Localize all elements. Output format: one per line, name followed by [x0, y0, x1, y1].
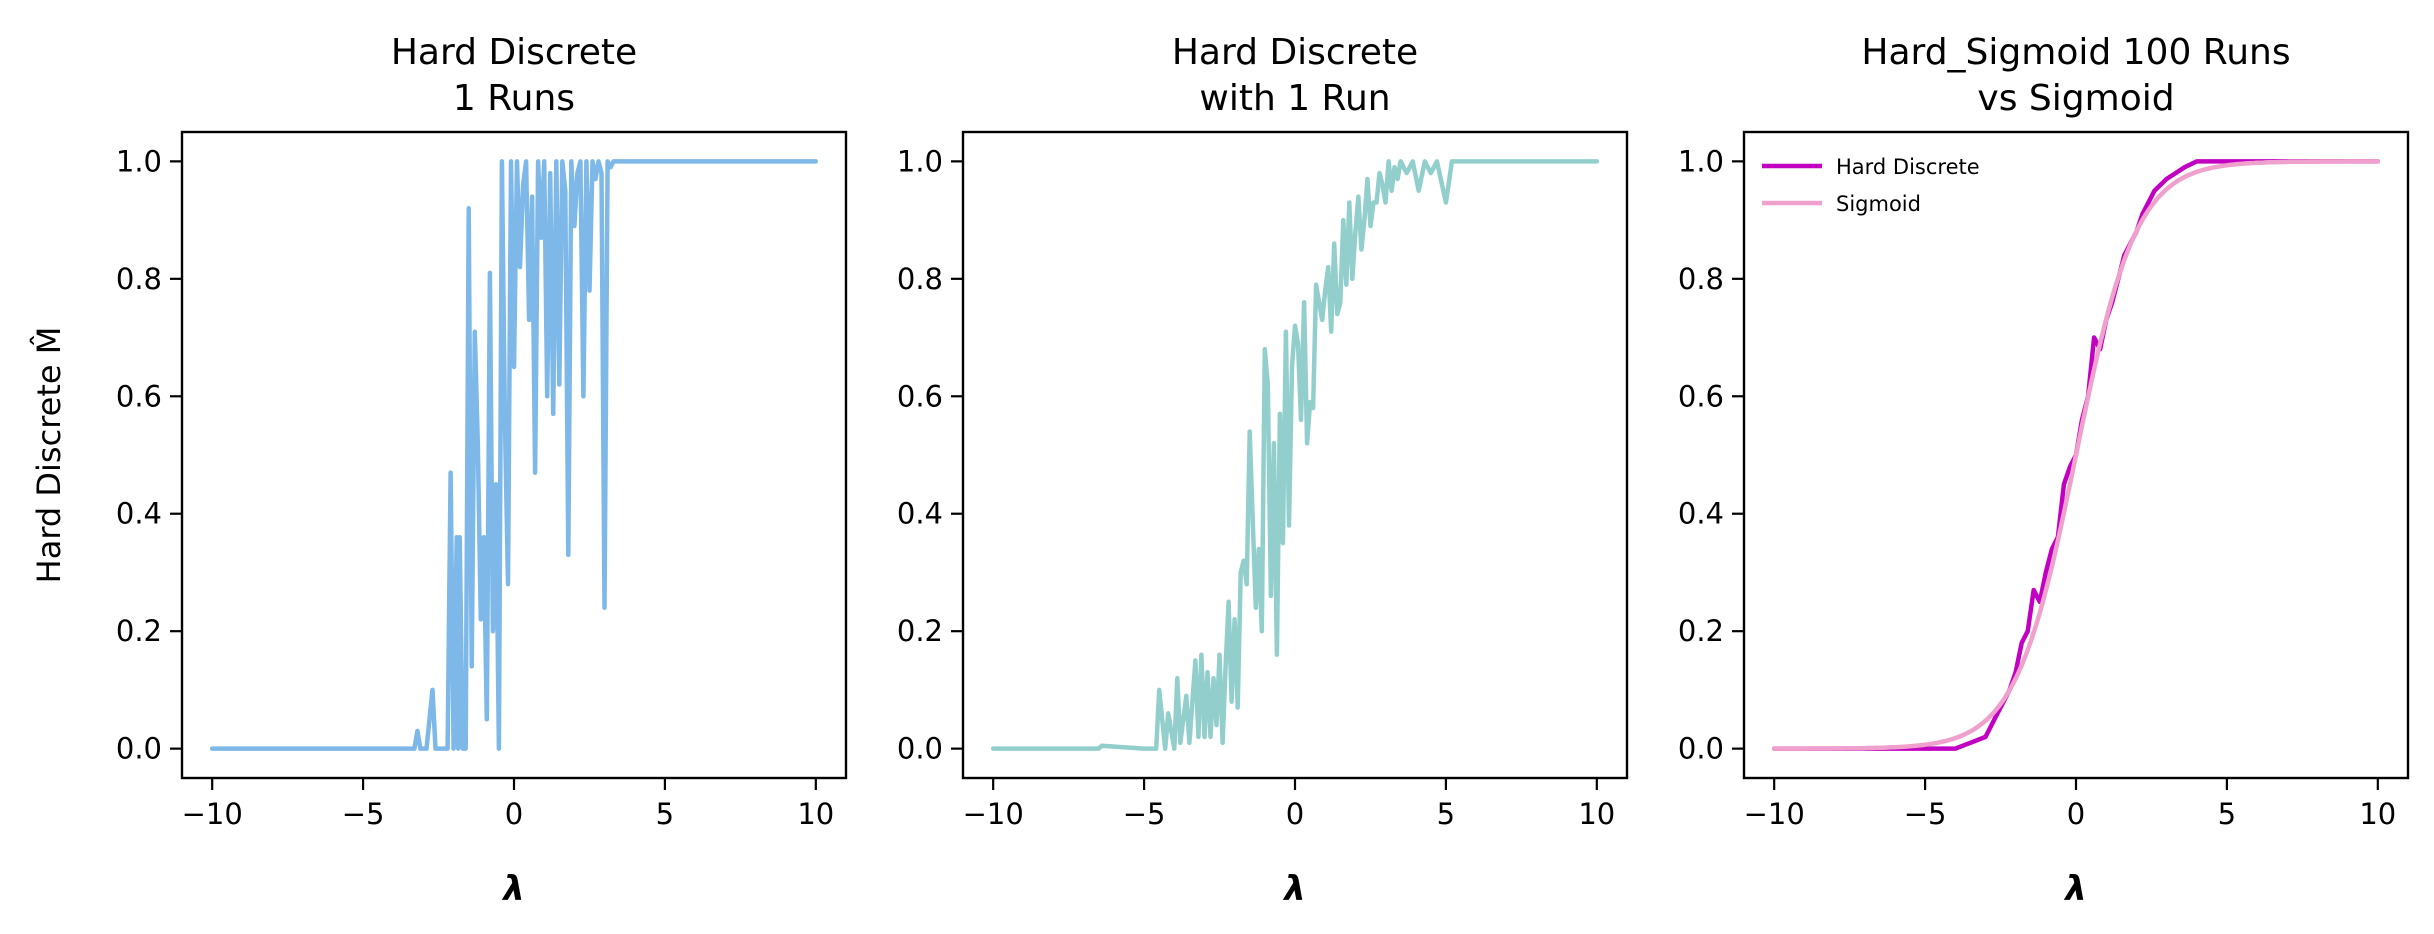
x-tick-label: 10	[797, 797, 834, 831]
y-tick-label: 0.8	[116, 262, 162, 296]
y-tick-label: 1.0	[1678, 144, 1724, 178]
y-tick-label: 0.4	[1678, 497, 1724, 531]
x-tick-label: 5	[2218, 797, 2236, 831]
y-tick-label: 0.8	[897, 262, 943, 296]
legend: Hard Discrete Sigmoid	[1762, 155, 1980, 216]
x-axis-label: λ	[2063, 869, 2087, 909]
x-tick-label: −10	[1744, 797, 1805, 831]
y-tick-label: 0.2	[116, 614, 162, 648]
series-line-0	[209, 159, 819, 751]
plot-area	[990, 159, 1600, 751]
chart-title-line: vs Sigmoid	[1977, 78, 2174, 119]
x-tick-label: 10	[1578, 797, 1615, 831]
x-tick-label: 0	[2067, 797, 2085, 831]
x-tick-label: 5	[656, 797, 674, 831]
y-tick-label: 0.8	[1678, 262, 1724, 296]
x-tick-label: 0	[1286, 797, 1304, 831]
y-tick-label: 0.0	[1678, 732, 1724, 766]
chart-title-line: Hard Discrete	[391, 32, 637, 73]
subplot-hard-discrete-1-runs: Hard Discrete 1 Runs −10 −5 0 5 10 0.0 0.2 0.4 0.6…	[30, 32, 848, 909]
y-tick-label: 0.2	[1678, 614, 1724, 648]
y-tick-label: 0.2	[897, 614, 943, 648]
x-tick-label: 5	[1437, 797, 1455, 831]
chart-title-line: 1 Runs	[453, 78, 575, 119]
axes-frame	[961, 130, 1629, 780]
series-line-0	[990, 159, 1600, 751]
y-tick-label: 0.6	[897, 379, 943, 413]
x-tick-label: −5	[342, 797, 385, 831]
x-tick-label: −5	[1904, 797, 1947, 831]
chart-title-line: Hard_Sigmoid 100 Runs	[1861, 32, 2290, 73]
y-tick-label: 0.4	[897, 497, 943, 531]
y-tick-label: 1.0	[116, 144, 162, 178]
legend-label: Hard Discrete	[1836, 155, 1980, 179]
series-line-sigmoid	[1771, 159, 2381, 751]
y-tick-label: 0.6	[116, 379, 162, 413]
subplot-hard-sigmoid-vs-sigmoid: Hard_Sigmoid 100 Runs vs Sigmoid −10 −5 0 5 10…	[1678, 32, 2410, 909]
y-tick-label: 0.6	[1678, 379, 1724, 413]
y-tick-label: 0.0	[116, 732, 162, 766]
x-tick-label: 10	[2359, 797, 2396, 831]
plot-area	[1771, 159, 2381, 751]
x-axis-label: λ	[501, 869, 525, 909]
y-axis-label: Hard Discrete M̂	[30, 327, 68, 584]
chart-title-line: Hard Discrete	[1172, 32, 1418, 73]
x-tick-label: −10	[963, 797, 1024, 831]
plot-area	[209, 159, 819, 751]
chart-title-line: with 1 Run	[1199, 78, 1390, 119]
x-tick-label: 0	[505, 797, 523, 831]
x-axis-label: λ	[1282, 869, 1306, 909]
x-tick-label: −5	[1123, 797, 1166, 831]
x-tick-label: −10	[182, 797, 243, 831]
subplot-hard-discrete-with-1-run: Hard Discrete with 1 Run −10 −5 0 5 10 0.0 0.2 0.…	[897, 32, 1629, 909]
y-tick-label: 0.4	[116, 497, 162, 531]
y-tick-label: 1.0	[897, 144, 943, 178]
legend-label: Sigmoid	[1836, 192, 1921, 216]
y-tick-label: 0.0	[897, 732, 943, 766]
